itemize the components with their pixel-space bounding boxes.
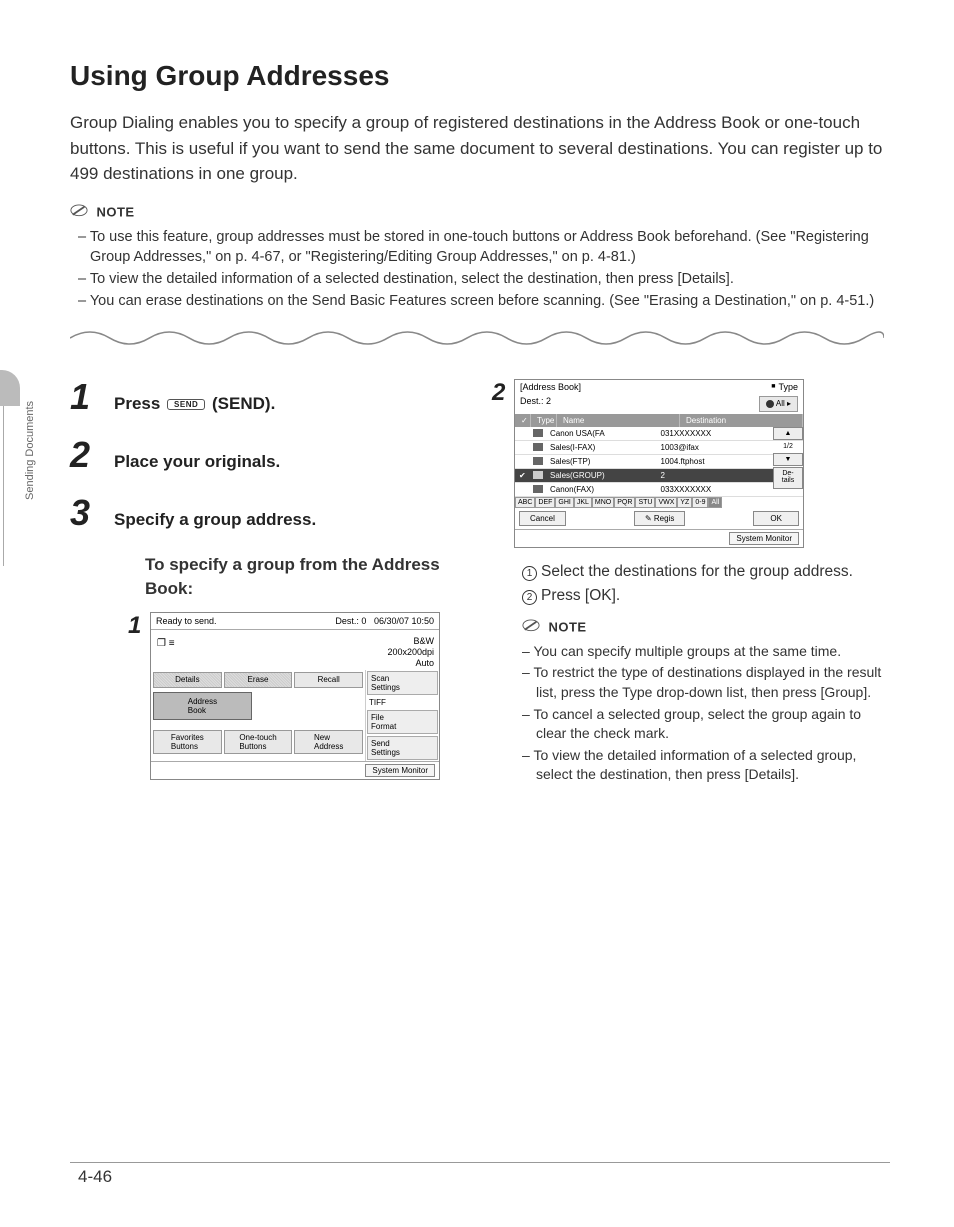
note-item: To restrict the type of destinations dis…: [522, 663, 884, 702]
top-notes-list: To use this feature, group addresses mus…: [70, 227, 884, 312]
intro-paragraph: Group Dialing enables you to specify a g…: [70, 110, 884, 187]
note-item: To use this feature, group addresses mus…: [78, 227, 880, 268]
details-button[interactable]: De- tails: [773, 467, 803, 489]
address-book-button[interactable]: Address Book: [153, 692, 252, 720]
address-row[interactable]: Canon(FAX) 033XXXXXXX: [515, 483, 803, 497]
pencil-icon: [522, 619, 540, 633]
erase-button[interactable]: Erase: [224, 672, 293, 688]
step-1: 1 Press SEND (SEND).: [70, 379, 462, 415]
group-icon: [533, 471, 543, 479]
sub-heading: To specify a group from the Address Book…: [145, 553, 462, 602]
step-2: 2 Place your originals.: [70, 437, 462, 473]
send-key-icon: SEND: [167, 399, 205, 410]
addressbook-title: [Address Book]: [520, 382, 581, 392]
address-row[interactable]: Sales(I-FAX) 1003@ifax: [515, 441, 803, 455]
note-item: To view the detailed information of a se…: [78, 269, 880, 289]
sub-step-1: 1 Ready to send. Dest.: 0 06/30/07 10:50: [128, 612, 462, 780]
note-item: To cancel a selected group, select the g…: [522, 705, 884, 744]
section-heading: Using Group Addresses: [70, 60, 884, 92]
step-text: Place your originals.: [114, 452, 280, 472]
system-monitor-button[interactable]: System Monitor: [729, 532, 799, 545]
recall-button[interactable]: Recall: [294, 672, 363, 688]
type-dropdown[interactable]: All ▸: [759, 396, 798, 412]
note-label: NOTE: [548, 619, 586, 634]
ifax-icon: [533, 443, 543, 451]
ftp-icon: [533, 457, 543, 465]
ok-button[interactable]: OK: [753, 511, 799, 526]
system-monitor-button[interactable]: System Monitor: [365, 764, 435, 777]
circled-number-icon: 2: [522, 590, 537, 605]
pencil-icon: [70, 204, 88, 218]
cancel-button[interactable]: Cancel: [519, 511, 566, 526]
details-button[interactable]: Details: [153, 672, 222, 688]
new-address-button[interactable]: New Address: [294, 730, 363, 754]
note-header: NOTE: [70, 203, 884, 221]
step-text: Press SEND (SEND).: [114, 394, 275, 414]
note-label: NOTE: [96, 204, 134, 219]
onetouch-button[interactable]: One-touch Buttons: [224, 730, 293, 754]
circled-steps: 1Select the destinations for the group a…: [522, 560, 884, 608]
scan-settings-button[interactable]: Scan Settings: [367, 671, 438, 695]
sub-notes-list: You can specify multiple groups at the s…: [522, 642, 884, 785]
lcd-screenshot-addressbook: [Address Book] ■ Type Dest.: 2 All ▸: [514, 379, 804, 548]
side-tab: Sending Documents: [0, 370, 40, 590]
footer-divider: [70, 1162, 890, 1163]
step-3: 3 Specify a group address.: [70, 495, 462, 531]
step-text: Specify a group address.: [114, 510, 316, 530]
lcd-screenshot-send: Ready to send. Dest.: 0 06/30/07 10:50 ❐…: [150, 612, 440, 780]
note-item: You can specify multiple groups at the s…: [522, 642, 884, 662]
note-item: You can erase destinations on the Send B…: [78, 291, 880, 311]
step-number: 3: [70, 495, 114, 531]
address-row[interactable]: Canon USA(FA 031XXXXXXX: [515, 427, 803, 441]
fax-icon: [533, 429, 543, 437]
circled-number-icon: 1: [522, 566, 537, 581]
wavy-divider: [70, 326, 884, 350]
side-tab-label: Sending Documents: [24, 401, 36, 500]
format-label: TIFF: [366, 696, 439, 709]
register-button[interactable]: ✎ Regis: [634, 511, 685, 526]
fax-icon: [533, 485, 543, 493]
step-number: 2: [70, 437, 114, 473]
paper-icon: ❐ ≡: [157, 638, 175, 649]
note-item: To view the detailed information of a se…: [522, 746, 884, 785]
favorites-button[interactable]: Favorites Buttons: [153, 730, 222, 754]
send-settings-button[interactable]: Send Settings: [367, 736, 438, 760]
lcd-ready-label: Ready to send.: [156, 616, 217, 626]
pager-label: 1/2: [773, 441, 803, 452]
check-icon: ✔: [519, 471, 529, 480]
scroll-up-button[interactable]: ▲: [773, 427, 803, 440]
scroll-down-button[interactable]: ▼: [773, 453, 803, 466]
step-number: 1: [70, 379, 114, 415]
sub-step-2: 2 [Address Book] ■ Type Dest.: 2: [492, 379, 884, 548]
sub-step-number: 2: [492, 379, 514, 407]
file-format-button[interactable]: File Format: [367, 710, 438, 734]
page-number: 4-46: [78, 1167, 112, 1187]
sub-step-number: 1: [128, 612, 150, 640]
address-row-selected[interactable]: ✔ Sales(GROUP) 2: [515, 469, 803, 483]
address-row[interactable]: Sales(FTP) 1004.ftphost: [515, 455, 803, 469]
alpha-tabs[interactable]: ABCDEFGHIJKLMNOPQRSTUVWXYZ0-9All: [515, 497, 803, 508]
note-header: NOTE: [522, 618, 884, 636]
